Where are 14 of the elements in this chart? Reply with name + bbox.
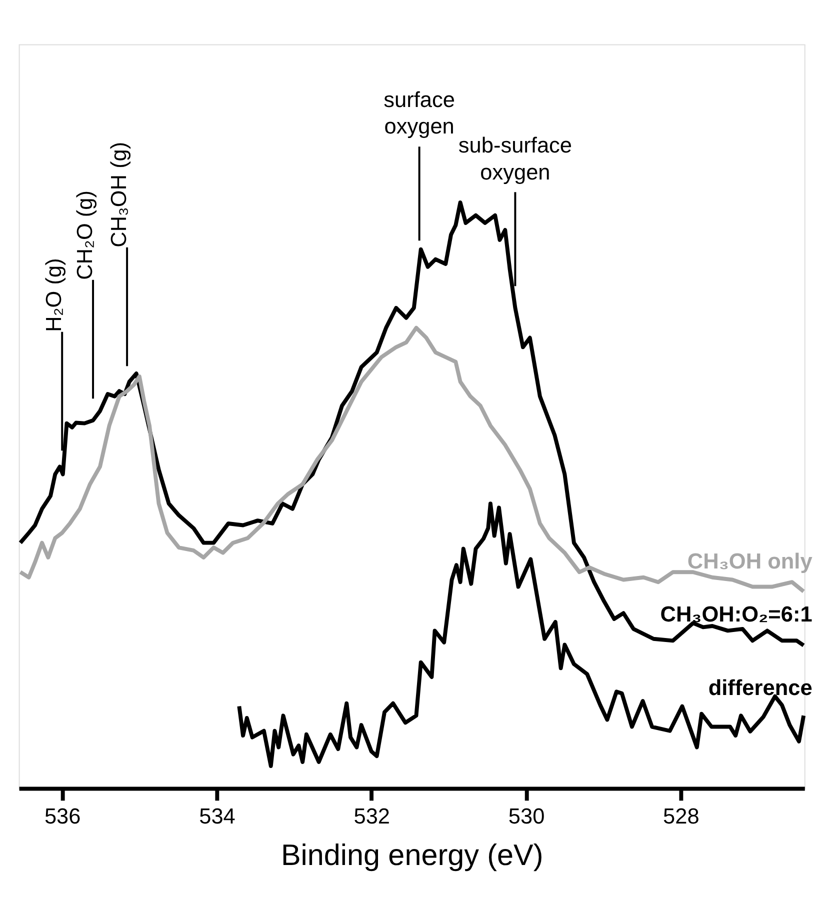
x-tick-label: 530 [508,803,545,828]
ref-line-label: sub-surface oxygen [458,132,572,184]
x-tick-label: 536 [44,803,81,828]
series-label: difference [708,674,812,700]
x-tick-label: 532 [354,803,390,828]
series-label: CH₃OH only [687,548,812,574]
x-tick-label: 534 [199,803,236,828]
ref-line-label: CH₂O (g) [72,190,98,280]
x-tick-label: 528 [663,803,700,828]
x-axis-title: Binding energy (eV) [280,838,544,872]
ref-line-label: surface oxygen [384,86,455,139]
series-label: CH₃OH:O₂=6:1 [660,602,812,627]
ref-line-label: CH₃OH (g) [106,142,132,248]
ref-line-label: H₂O (g) [41,258,66,332]
